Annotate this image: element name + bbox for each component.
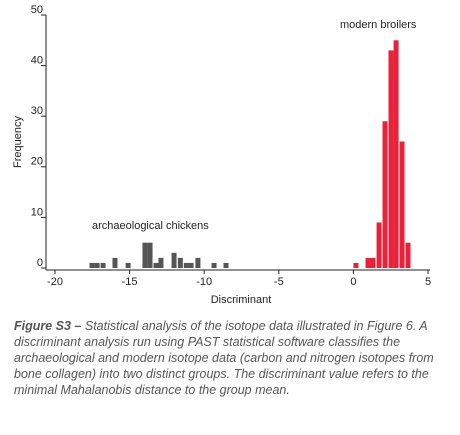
y-axis-label: Frequency	[12, 116, 24, 168]
x-tick-label: 5	[425, 276, 431, 288]
y-tick-label: 20	[31, 156, 43, 168]
bar	[125, 262, 131, 268]
bar	[211, 262, 217, 268]
bar	[353, 262, 359, 268]
x-tick-label: -15	[122, 276, 138, 288]
bar	[365, 257, 371, 268]
series-label: archaeological chickens	[92, 220, 209, 232]
caption: Figure S3 – Statistical analysis of the …	[14, 318, 446, 398]
bar	[195, 257, 201, 268]
caption-label: Figure S3 –	[14, 319, 82, 333]
y-tick-label: 0	[37, 257, 43, 269]
bar	[112, 257, 118, 268]
chart: Frequency Discriminant archaeological ch…	[12, 4, 431, 306]
x-tick-label: -5	[274, 276, 284, 288]
bar	[370, 257, 376, 268]
bar	[223, 262, 229, 268]
bar	[100, 262, 106, 268]
bar	[171, 252, 177, 268]
bar	[405, 242, 411, 268]
x-axis-label: Discriminant	[211, 294, 272, 306]
bar	[382, 121, 388, 268]
series-label: modern broilers	[340, 19, 417, 31]
x-tick-label: -10	[196, 276, 212, 288]
y-tick-label: 50	[31, 4, 43, 16]
y-tick-label: 10	[31, 206, 43, 218]
bar	[177, 257, 183, 268]
bar	[183, 262, 189, 268]
bar	[188, 262, 194, 268]
bar	[142, 242, 148, 268]
bar	[147, 242, 153, 268]
bar	[376, 222, 382, 268]
caption-text: Statistical analysis of the isotope data…	[14, 319, 434, 397]
x-tick-label: 0	[350, 276, 356, 288]
bar	[89, 262, 95, 268]
bar	[94, 262, 100, 268]
bar	[388, 50, 394, 268]
bar	[158, 257, 164, 268]
bar	[153, 262, 159, 268]
y-tick-label: 30	[31, 105, 43, 117]
bar	[393, 40, 399, 268]
x-tick-label: -20	[47, 276, 63, 288]
bar	[399, 141, 405, 268]
y-tick-label: 40	[31, 55, 43, 67]
